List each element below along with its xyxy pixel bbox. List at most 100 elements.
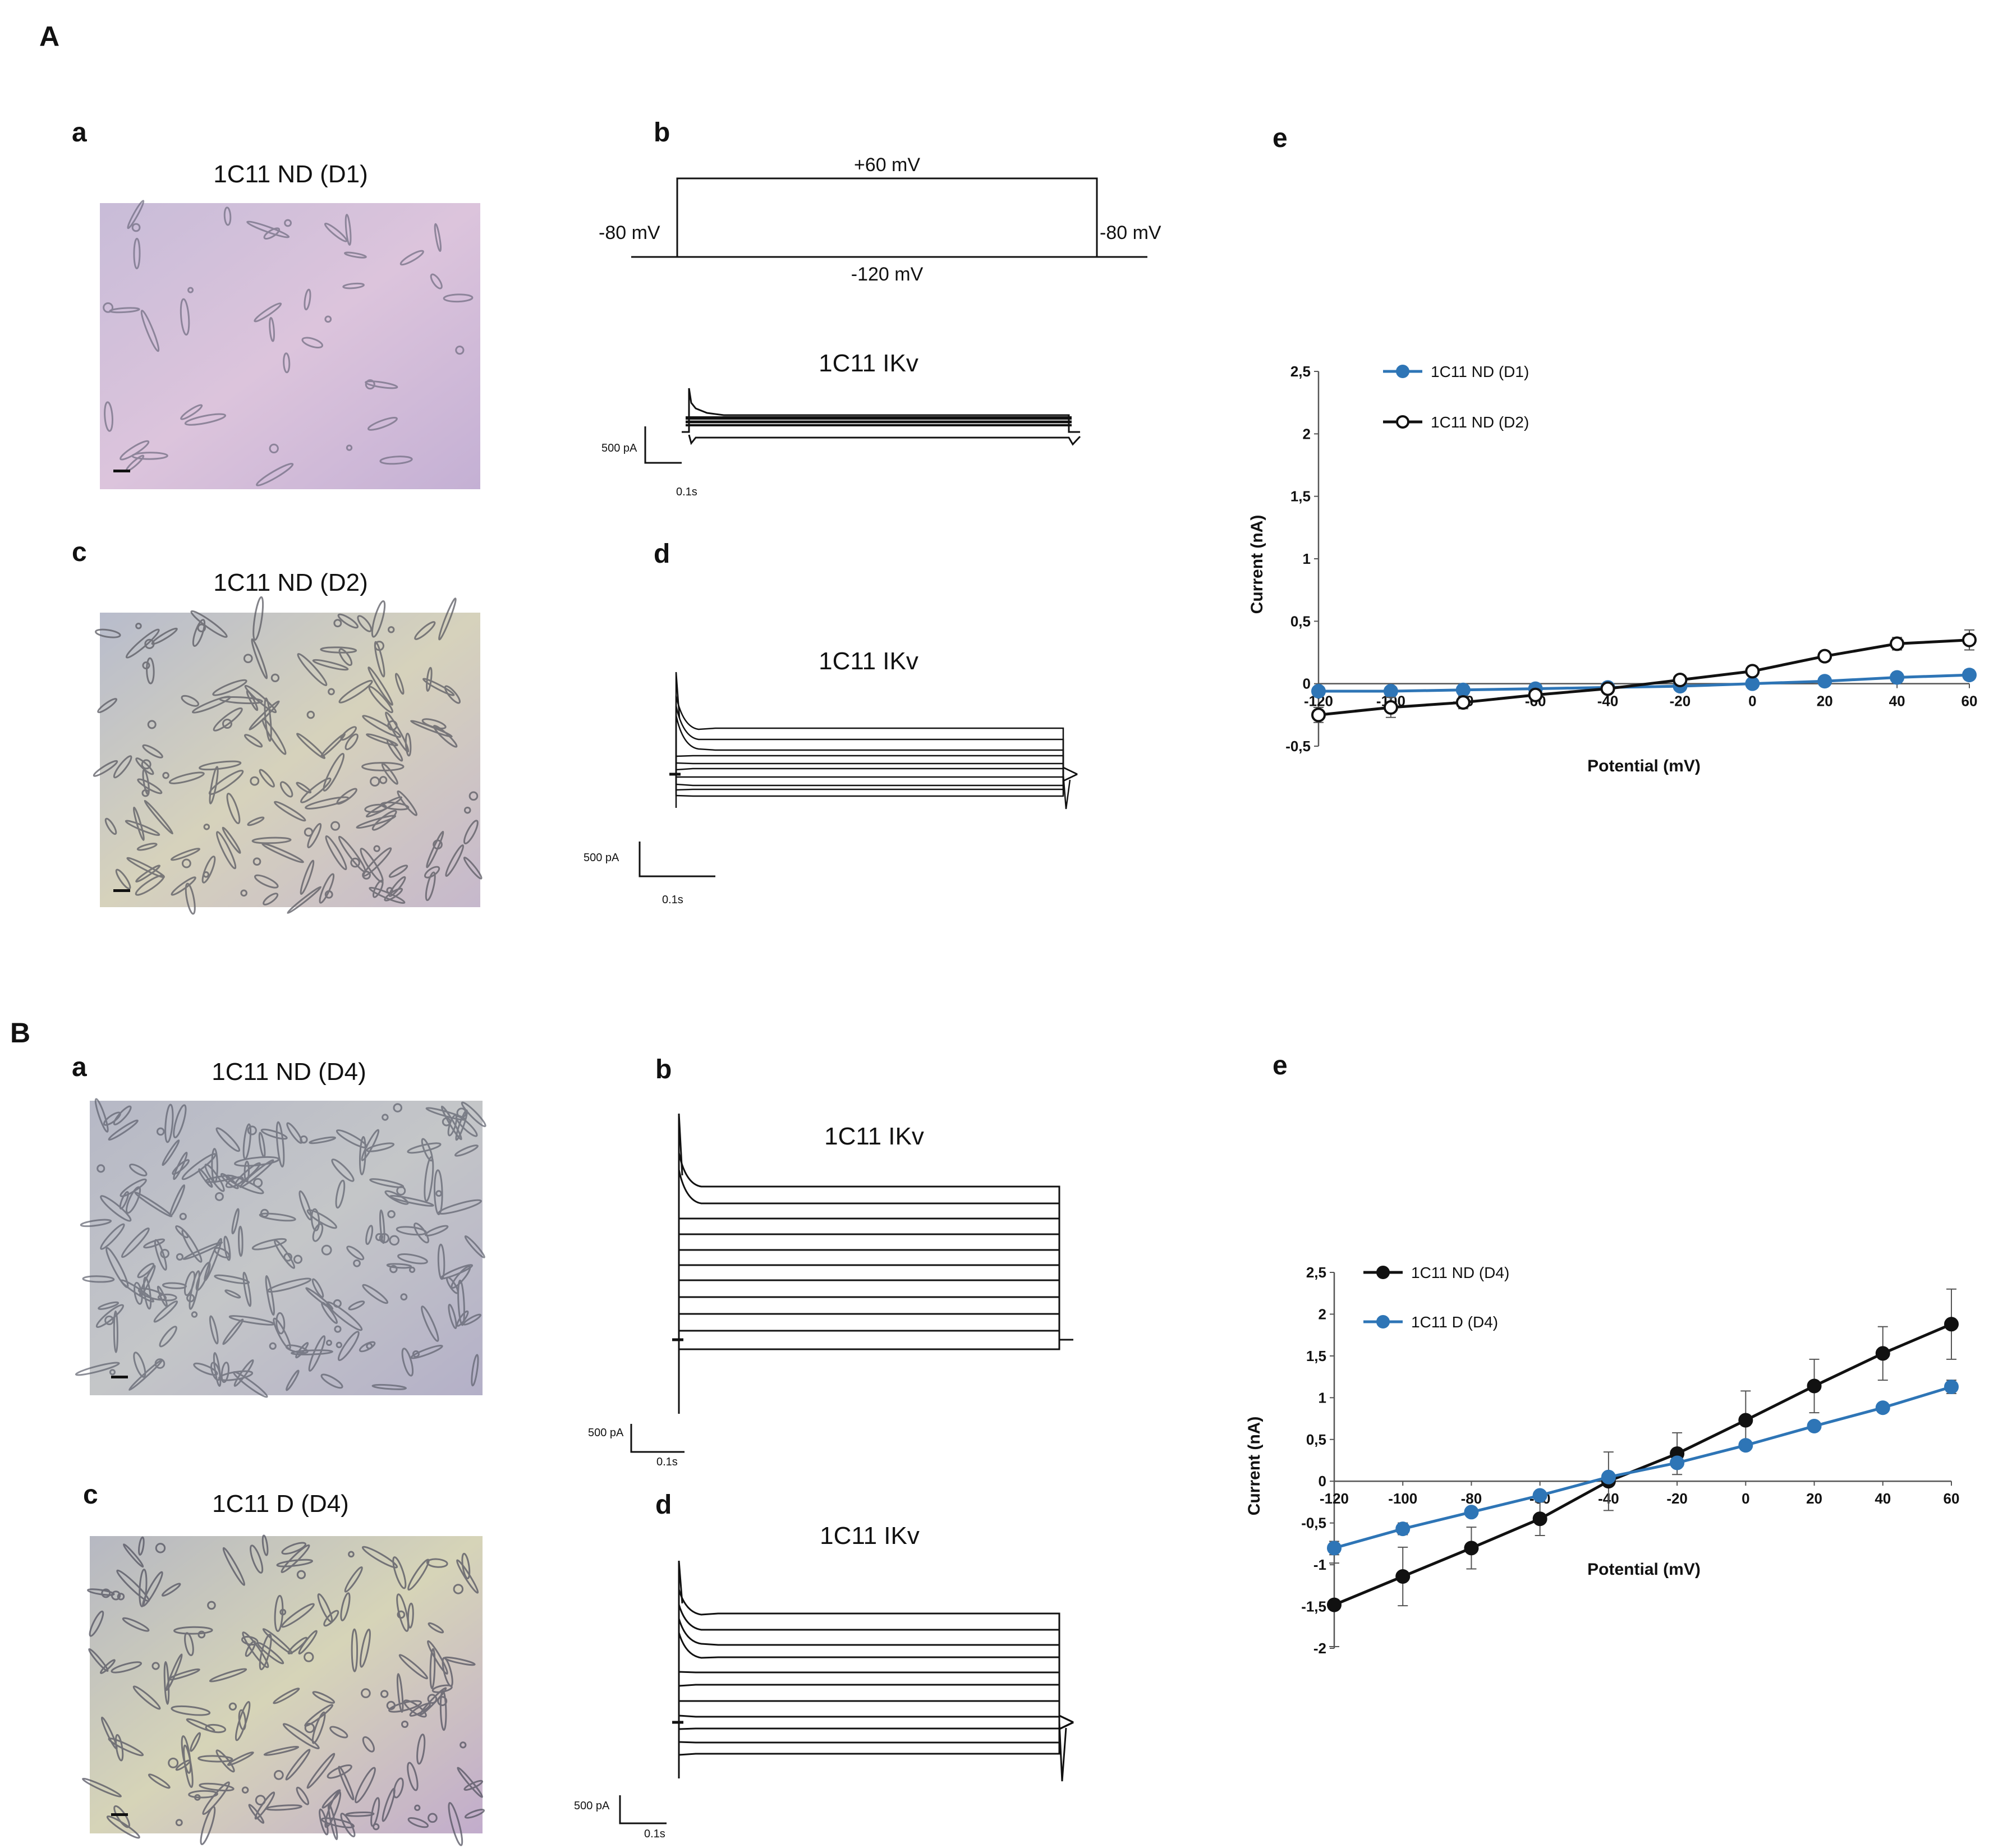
cell-spindle bbox=[366, 733, 398, 747]
cell-spindle bbox=[362, 1284, 389, 1304]
data-point bbox=[1311, 684, 1326, 699]
protocol-left-label: -80 mV bbox=[599, 222, 660, 243]
cell-spindle bbox=[464, 1235, 485, 1258]
series-1 bbox=[1311, 629, 1977, 723]
cell-spindle bbox=[320, 1373, 343, 1389]
cell-spindle bbox=[173, 1626, 213, 1635]
cell-spindle bbox=[140, 310, 160, 352]
cell-spindle bbox=[434, 223, 442, 252]
cell-spindle bbox=[425, 1225, 449, 1236]
cell-round bbox=[252, 857, 261, 866]
current-trace bbox=[675, 766, 1078, 778]
cell-spindle bbox=[428, 1622, 444, 1634]
cell-spindle bbox=[133, 1351, 146, 1378]
data-point bbox=[1807, 1418, 1822, 1433]
legend-label: 1C11 D (D4) bbox=[1411, 1313, 1498, 1331]
cell-spindle bbox=[371, 1383, 407, 1390]
cell-spindle bbox=[93, 760, 118, 777]
cell-round bbox=[197, 1630, 206, 1639]
data-point bbox=[1383, 700, 1398, 715]
cell-spindle bbox=[231, 1208, 240, 1235]
cell-spindle bbox=[199, 1782, 235, 1792]
cell-spindle bbox=[251, 1238, 287, 1251]
cell-spindle bbox=[135, 757, 154, 775]
cell-spindle bbox=[254, 874, 279, 889]
cell-round bbox=[151, 1662, 160, 1670]
cell-round bbox=[468, 791, 479, 801]
cell-spindle bbox=[287, 886, 322, 914]
data-point bbox=[1455, 695, 1471, 710]
cell-spindle bbox=[401, 1348, 414, 1377]
cell-round bbox=[160, 1249, 169, 1258]
panel-a-a-title: 1C11 ND (D1) bbox=[213, 160, 368, 188]
cell-spindle bbox=[338, 648, 353, 666]
cell-spindle bbox=[297, 653, 328, 687]
cell-spindle bbox=[209, 766, 219, 805]
cell-spindle bbox=[199, 760, 242, 771]
legend-label: 1C11 ND (D1) bbox=[1431, 363, 1529, 380]
cell-spindle bbox=[311, 1278, 324, 1298]
cell-spindle bbox=[425, 871, 436, 902]
cell-spindle bbox=[214, 1274, 250, 1285]
data-point bbox=[1601, 1469, 1616, 1484]
cell-spindle bbox=[342, 282, 365, 289]
cell-spindle bbox=[181, 1153, 217, 1180]
cell-spindle bbox=[185, 882, 196, 915]
scale-time-a-b: 0.1s bbox=[676, 486, 697, 498]
cell-round bbox=[269, 1342, 277, 1350]
cell-spindle bbox=[361, 1129, 380, 1161]
data-point bbox=[1962, 632, 1977, 647]
cell-round bbox=[293, 1254, 303, 1264]
cell-spindle bbox=[242, 1631, 269, 1668]
cell-spindle bbox=[113, 1105, 132, 1125]
data-point bbox=[1327, 1597, 1342, 1612]
cell-spindle bbox=[215, 1749, 235, 1773]
cell-spindle bbox=[388, 865, 408, 878]
cell-spindle bbox=[252, 596, 264, 641]
cell-spindle bbox=[222, 1318, 244, 1345]
cell-round bbox=[412, 1350, 420, 1358]
cell-spindle bbox=[227, 1751, 254, 1766]
current-trace bbox=[678, 1249, 1073, 1341]
cell-round bbox=[408, 1266, 416, 1274]
data-point bbox=[1670, 1455, 1685, 1470]
cell-spindle bbox=[159, 1326, 177, 1348]
data-point bbox=[1817, 649, 1832, 664]
cell-spindle bbox=[180, 298, 190, 336]
cell-spindle bbox=[321, 1302, 338, 1324]
data-point bbox=[1890, 636, 1905, 651]
cell-round bbox=[135, 622, 142, 629]
cell-spindle bbox=[127, 200, 145, 229]
cell-round bbox=[365, 379, 375, 390]
cell-round bbox=[427, 1694, 438, 1704]
cell-round bbox=[283, 1252, 292, 1262]
cell-spindle bbox=[416, 1734, 426, 1765]
cell-round bbox=[442, 1117, 451, 1127]
cell-round bbox=[191, 1311, 198, 1318]
cell-spindle bbox=[95, 1304, 124, 1328]
current-traces-b-b bbox=[672, 1113, 1073, 1414]
cell-round bbox=[389, 1265, 398, 1274]
cell-spindle bbox=[312, 659, 349, 671]
cell-spindle bbox=[263, 227, 281, 240]
cell-round bbox=[273, 1769, 284, 1780]
cell-spindle bbox=[250, 1544, 264, 1574]
cell-spindle bbox=[94, 1098, 109, 1133]
cell-spindle bbox=[398, 1654, 429, 1680]
data-point bbox=[1944, 1317, 1959, 1332]
cell-spindle bbox=[190, 610, 228, 638]
cell-spindle bbox=[359, 1341, 376, 1353]
x-tick-label: 60 bbox=[1962, 693, 1978, 710]
cell-round bbox=[103, 302, 114, 313]
cell-spindle bbox=[396, 1673, 404, 1713]
cell-round bbox=[401, 1720, 409, 1728]
cell-spindle bbox=[238, 1709, 247, 1731]
cell-spindle bbox=[338, 835, 366, 873]
cell-spindle bbox=[371, 810, 397, 831]
cell-spindle bbox=[246, 220, 290, 238]
cell-spindle bbox=[440, 1264, 474, 1280]
y-tick-label: 1 bbox=[1303, 550, 1311, 567]
y-axis-label: Current (nA) bbox=[1248, 515, 1266, 614]
